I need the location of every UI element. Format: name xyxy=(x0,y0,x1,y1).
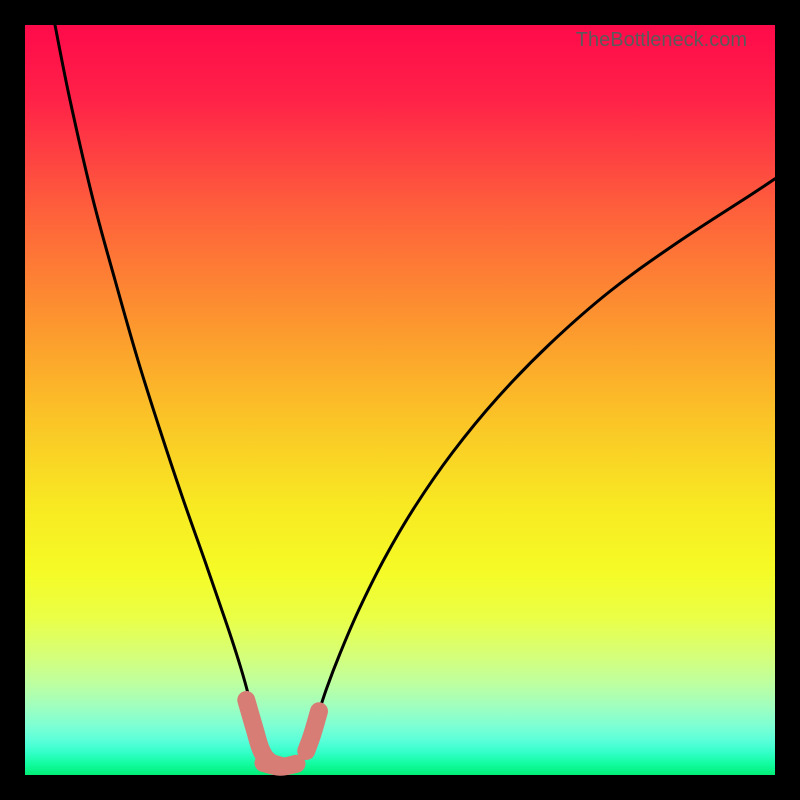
chart-frame: TheBottleneck.com xyxy=(0,0,800,800)
curve-layer xyxy=(25,25,775,775)
minimum-highlight-right xyxy=(306,711,319,751)
plot-area xyxy=(25,25,775,775)
bottleneck-curve xyxy=(55,25,775,767)
attribution-text: TheBottleneck.com xyxy=(576,29,747,52)
minimum-highlight-bottom xyxy=(264,763,297,767)
